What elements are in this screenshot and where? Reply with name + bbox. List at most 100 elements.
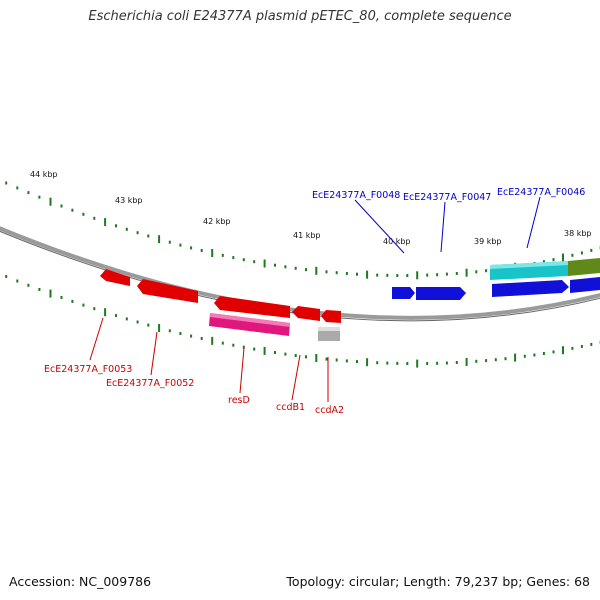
- inner-ring-minor-tick: [38, 288, 41, 291]
- kbp-label-40: 40 kbp: [383, 237, 411, 246]
- outer-ring-minor-tick: [294, 266, 297, 270]
- inner-ring-minor-tick: [445, 361, 448, 365]
- gene-forward-next[interactable]: [570, 277, 600, 293]
- label-ccdA2[interactable]: ccdA2: [315, 405, 344, 416]
- map-title: Escherichia coli E24377A plasmid pETEC_8…: [88, 9, 512, 24]
- gene-EcE24377A_F0046[interactable]: [492, 280, 569, 297]
- outer-ring-minor-tick: [345, 272, 348, 275]
- inner-ring-major-tick: [366, 358, 369, 367]
- inner-ring-major-tick: [104, 308, 107, 317]
- inner-ring-minor-tick: [345, 359, 348, 363]
- outer-ring-minor-tick: [335, 271, 338, 275]
- inner-ring-minor-tick: [571, 346, 574, 350]
- inner-ring-minor-tick: [305, 355, 307, 359]
- leader-F0048: [354, 199, 405, 254]
- outer-ring-minor-tick: [590, 248, 593, 252]
- kbp-label-39: 39 kbp: [474, 237, 502, 246]
- label-EcE24377A_F0046[interactable]: EcE24377A_F0046: [497, 187, 585, 198]
- label-leaders: [89, 196, 541, 402]
- gene-olive-shade[interactable]: [568, 258, 600, 276]
- outer-ring-minor-tick: [179, 243, 182, 247]
- outer-ring-minor-tick: [200, 249, 203, 252]
- label-EcE24377A_F0052[interactable]: EcE24377A_F0052: [106, 378, 194, 389]
- outer-ring-minor-tick: [38, 195, 41, 199]
- kbp-label-41: 41 kbp: [293, 231, 321, 240]
- inner-ring-minor-tick: [147, 323, 150, 327]
- inner-ring-minor-tick: [60, 296, 63, 299]
- inner-ring-major-tick: [514, 353, 517, 362]
- inner-ring-minor-tick: [242, 345, 245, 349]
- gene-ccdA2[interactable]: [321, 310, 341, 323]
- inner-ring-minor-tick: [523, 354, 526, 358]
- outer-ring-minor-tick: [386, 273, 389, 277]
- inner-ring-minor-tick: [485, 359, 488, 363]
- label-EcE24377A_F0047[interactable]: EcE24377A_F0047: [403, 192, 491, 203]
- inner-ring-minor-tick: [253, 347, 256, 351]
- outer-ring-major-tick: [158, 235, 161, 244]
- outer-ring-major-tick: [49, 197, 52, 206]
- inner-ring-minor-tick: [335, 358, 338, 362]
- inner-ring-major-tick: [562, 346, 564, 355]
- reverse-features: [100, 269, 341, 341]
- inner-ring-minor-tick: [274, 351, 276, 354]
- inner-ring-minor-tick: [376, 361, 379, 365]
- inner-ring-minor-tick: [542, 352, 545, 355]
- outer-ring-minor-tick: [426, 273, 429, 277]
- outer-ring-minor-tick: [147, 234, 150, 238]
- outer-ring-minor-tick: [455, 272, 458, 275]
- outer-ring-minor-tick: [190, 246, 193, 250]
- outer-ring-major-tick: [416, 271, 419, 280]
- topology-summary: Topology: circular; Length: 79,237 bp; G…: [286, 574, 590, 589]
- gene-ccdA2-gray-highlight: [318, 327, 340, 331]
- tick-marks: [5, 181, 600, 368]
- outer-ring-minor-tick: [125, 227, 128, 231]
- outer-ring-minor-tick: [93, 216, 96, 220]
- inner-ring-minor-tick: [5, 275, 8, 278]
- outer-ring-minor-tick: [284, 265, 287, 269]
- inner-ring-minor-tick: [356, 360, 358, 364]
- gene-EcE24377A_F0048[interactable]: [392, 287, 415, 299]
- inner-ring-minor-tick: [325, 357, 328, 361]
- inner-ring-minor-tick: [436, 361, 439, 365]
- inner-ring-minor-tick: [590, 342, 593, 346]
- outer-ring-minor-tick: [571, 253, 574, 257]
- inner-ring-minor-tick: [232, 343, 235, 347]
- gene-ccdB1[interactable]: [292, 306, 320, 321]
- outer-ring-minor-tick: [396, 274, 399, 277]
- outer-ring-minor-tick: [485, 269, 488, 273]
- inner-ring-minor-tick: [406, 362, 409, 365]
- accession-text: Accession: NC_009786: [9, 574, 152, 589]
- inner-ring-minor-tick: [386, 361, 389, 365]
- gene-EcE24377A_F0052[interactable]: [137, 279, 198, 303]
- kbp-label-38: 38 kbp: [564, 229, 592, 238]
- label-ccdB1[interactable]: ccdB1: [276, 402, 305, 413]
- outer-ring-major-tick: [315, 266, 318, 275]
- label-EcE24377A_F0048[interactable]: EcE24377A_F0048: [312, 190, 400, 201]
- inner-ring-minor-tick: [115, 314, 117, 318]
- outer-ring-minor-tick: [5, 181, 8, 185]
- inner-ring-major-tick: [263, 346, 266, 355]
- gene-EcE24377A_F0053[interactable]: [100, 269, 130, 286]
- gene-resD[interactable]: [214, 296, 290, 318]
- gene-EcE24377A_F0047[interactable]: [416, 287, 466, 300]
- outer-ring-minor-tick: [221, 253, 224, 257]
- outer-ring-minor-tick: [168, 240, 171, 244]
- outer-ring-major-tick: [562, 253, 564, 262]
- outer-ring-major-tick: [104, 218, 107, 227]
- outer-ring-minor-tick: [115, 224, 117, 228]
- kbp-label-42: 42 kbp: [203, 217, 231, 226]
- outer-ring-minor-tick: [475, 270, 478, 274]
- leader-F0047: [440, 201, 446, 253]
- outer-ring-minor-tick: [445, 272, 448, 276]
- gene-resD-pink-highlight: [210, 313, 290, 327]
- outer-ring-minor-tick: [232, 256, 235, 260]
- leader-F0053: [89, 317, 104, 361]
- outer-ring-major-tick: [465, 268, 468, 277]
- outer-ring-minor-tick: [60, 204, 63, 208]
- inner-ring-major-tick: [158, 324, 161, 332]
- label-resD[interactable]: resD: [228, 395, 250, 406]
- label-EcE24377A_F0053[interactable]: EcE24377A_F0053: [44, 364, 132, 375]
- inner-ring-minor-tick: [580, 345, 583, 348]
- outer-ring-major-tick: [211, 249, 214, 257]
